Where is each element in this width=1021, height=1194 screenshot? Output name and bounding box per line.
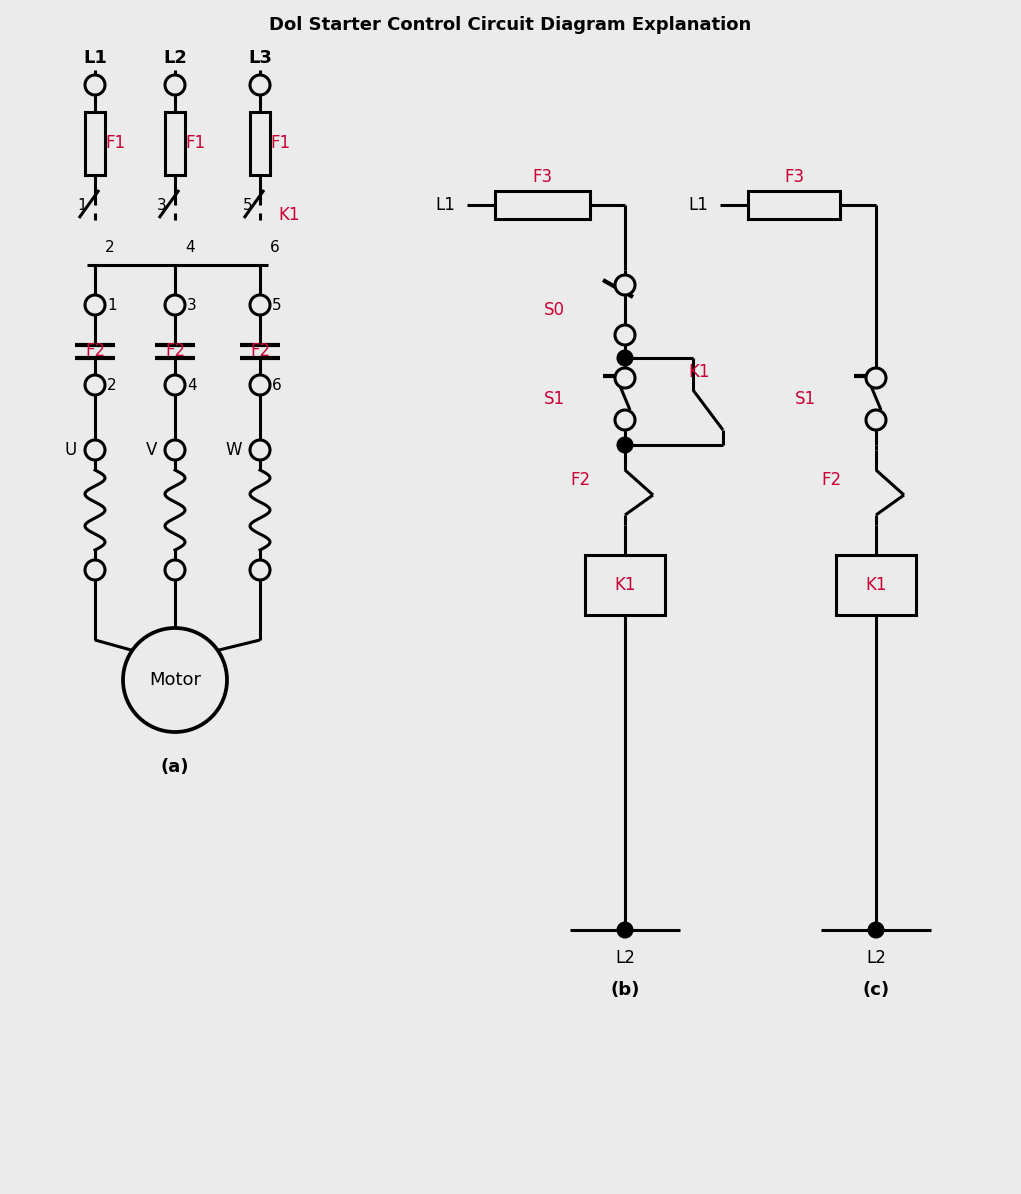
Text: S1: S1 xyxy=(795,390,816,408)
Circle shape xyxy=(165,441,185,460)
Circle shape xyxy=(866,368,886,388)
Circle shape xyxy=(250,75,270,96)
Text: L2: L2 xyxy=(866,949,886,967)
Text: (a): (a) xyxy=(160,758,189,776)
Text: 5: 5 xyxy=(242,197,252,213)
Circle shape xyxy=(165,295,185,315)
Bar xyxy=(250,112,270,176)
Text: U: U xyxy=(64,441,77,458)
Circle shape xyxy=(85,560,105,580)
Text: F2: F2 xyxy=(85,341,105,361)
Text: L1: L1 xyxy=(435,196,455,214)
Circle shape xyxy=(250,375,270,395)
Bar xyxy=(165,112,185,176)
Text: F2: F2 xyxy=(570,470,590,490)
Text: F2: F2 xyxy=(165,341,185,361)
Circle shape xyxy=(250,441,270,460)
Circle shape xyxy=(869,923,883,937)
Text: V: V xyxy=(146,441,157,458)
Text: K1: K1 xyxy=(278,207,299,224)
Circle shape xyxy=(85,375,105,395)
Text: 6: 6 xyxy=(270,240,280,256)
Text: L1: L1 xyxy=(83,49,107,67)
Text: 4: 4 xyxy=(185,240,195,256)
Text: L2: L2 xyxy=(163,49,187,67)
Text: L3: L3 xyxy=(248,49,272,67)
Circle shape xyxy=(85,75,105,96)
Text: S1: S1 xyxy=(544,390,565,408)
Text: (c): (c) xyxy=(863,981,889,999)
Circle shape xyxy=(615,368,635,388)
Bar xyxy=(495,191,590,219)
Circle shape xyxy=(123,628,227,732)
Bar xyxy=(836,555,916,615)
Text: F1: F1 xyxy=(105,134,125,152)
Circle shape xyxy=(615,275,635,295)
Text: F1: F1 xyxy=(270,134,290,152)
Text: 2: 2 xyxy=(107,377,116,393)
Text: K1: K1 xyxy=(688,363,710,381)
Text: 3: 3 xyxy=(157,197,167,213)
Circle shape xyxy=(618,438,632,453)
Text: (b): (b) xyxy=(611,981,640,999)
Text: 1: 1 xyxy=(107,297,116,313)
Circle shape xyxy=(618,923,632,937)
Text: S0: S0 xyxy=(544,301,565,319)
Text: 3: 3 xyxy=(187,297,197,313)
Circle shape xyxy=(165,75,185,96)
Text: F3: F3 xyxy=(532,168,552,186)
Text: L1: L1 xyxy=(688,196,708,214)
Circle shape xyxy=(165,560,185,580)
Text: F2: F2 xyxy=(821,470,841,490)
Text: Dol Starter Control Circuit Diagram Explanation: Dol Starter Control Circuit Diagram Expl… xyxy=(269,16,751,33)
Text: 4: 4 xyxy=(187,377,197,393)
Text: K1: K1 xyxy=(865,576,887,593)
Circle shape xyxy=(618,351,632,365)
Bar xyxy=(748,191,840,219)
Circle shape xyxy=(250,295,270,315)
Text: L2: L2 xyxy=(615,949,635,967)
Circle shape xyxy=(615,410,635,430)
Bar xyxy=(585,555,665,615)
Circle shape xyxy=(615,325,635,345)
Circle shape xyxy=(165,375,185,395)
Bar xyxy=(85,112,105,176)
Text: 6: 6 xyxy=(272,377,282,393)
Text: W: W xyxy=(226,441,242,458)
Text: 5: 5 xyxy=(272,297,282,313)
Circle shape xyxy=(866,410,886,430)
Text: F2: F2 xyxy=(250,341,271,361)
Circle shape xyxy=(250,560,270,580)
Text: F3: F3 xyxy=(784,168,805,186)
Circle shape xyxy=(85,441,105,460)
Circle shape xyxy=(85,295,105,315)
Text: 2: 2 xyxy=(105,240,114,256)
Text: 1: 1 xyxy=(78,197,87,213)
Text: Motor: Motor xyxy=(149,671,201,689)
Text: F1: F1 xyxy=(185,134,205,152)
Text: K1: K1 xyxy=(615,576,636,593)
